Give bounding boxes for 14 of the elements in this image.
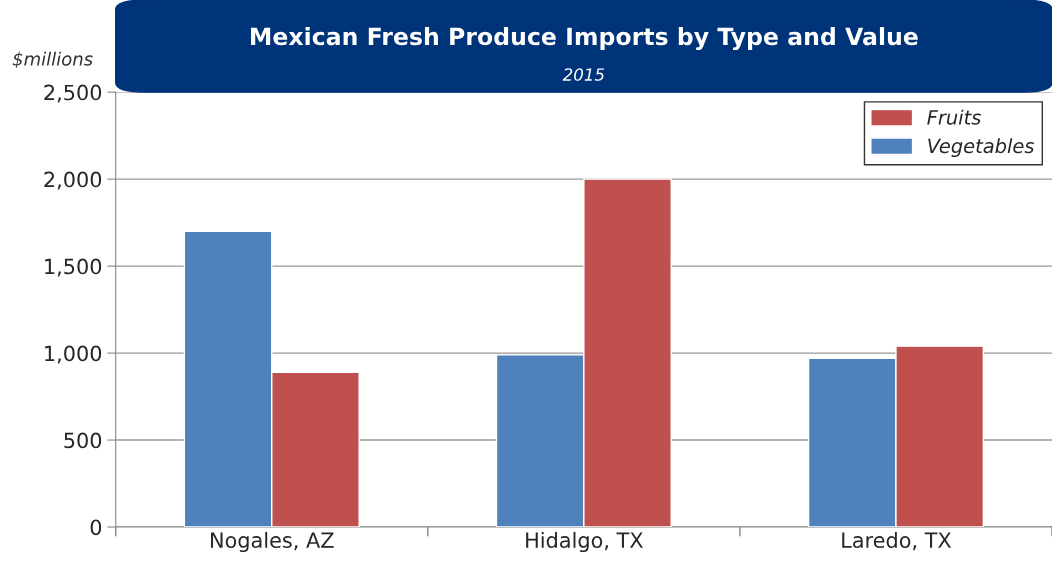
y-tick-label: 1,000 — [45, 345, 102, 364]
y-tick-label: 0 — [90, 519, 102, 536]
y-tick-label: 2,000 — [44, 171, 102, 190]
x-tick-label: Hidalgo, TX — [526, 531, 643, 553]
legend-label: Fruits — [927, 109, 981, 125]
y-tick-label: 1,500 — [45, 258, 102, 277]
x-tick-label: Laredo, TX — [842, 531, 952, 551]
chart-subtitle: 2015 — [562, 68, 605, 81]
legend-label: Vegetables — [928, 138, 1035, 158]
chart-title: Mexican Fresh Produce Imports by Type and Value — [251, 27, 918, 51]
y-axis-title: $millions — [12, 51, 93, 69]
y-tick-label: 2,500 — [44, 84, 102, 103]
x-tick-label: Nogales, AZ — [211, 531, 334, 553]
y-tick-label: 500 — [64, 432, 102, 449]
